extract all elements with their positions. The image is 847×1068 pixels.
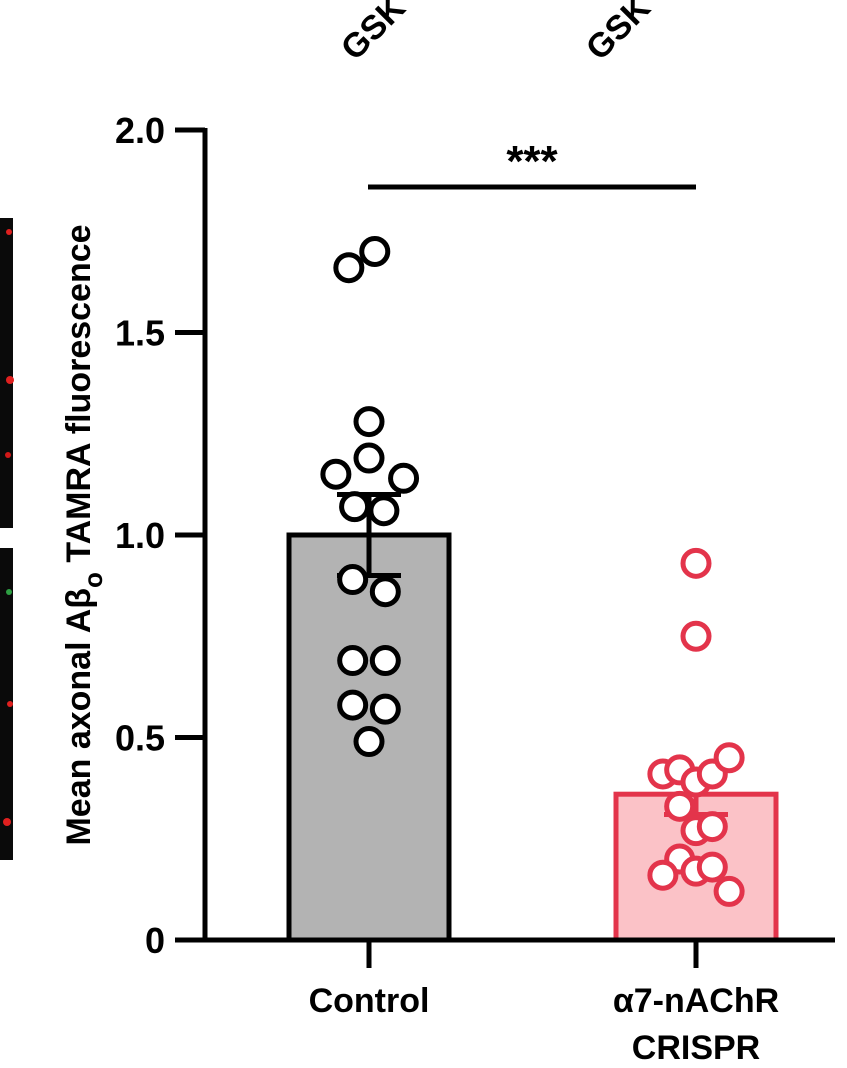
data-point <box>680 620 712 652</box>
data-point <box>337 645 369 677</box>
data-point <box>713 875 745 907</box>
red-speck <box>7 701 13 707</box>
data-point <box>333 252 365 284</box>
y-tick-label: 0 <box>145 920 165 961</box>
microscopy-panel-top <box>0 218 13 528</box>
plot-area: 0 0.5 1.0 1.5 2.0 Control α7-nAChR CRISPR *** <box>115 110 835 1067</box>
y-axis-label-subscript: o <box>78 572 108 588</box>
data-point <box>369 645 401 677</box>
data-point <box>713 742 745 774</box>
data-point <box>320 458 352 490</box>
data-point <box>369 576 401 608</box>
top-label-2: GSK <box>579 0 658 68</box>
significance-label: *** <box>506 137 558 186</box>
y-tick-label: 0.5 <box>115 718 165 759</box>
red-speck <box>5 452 11 458</box>
red-speck <box>6 229 12 235</box>
x-tick-label: CRISPR <box>632 1029 760 1067</box>
red-speck <box>3 818 11 826</box>
data-point <box>359 236 391 267</box>
top-label-1: GSK <box>334 0 413 68</box>
data-point <box>664 790 696 822</box>
x-tick-label: α7-nAChR <box>613 982 779 1020</box>
data-point <box>369 693 401 725</box>
data-point <box>353 442 385 474</box>
data-point <box>353 726 385 758</box>
data-point <box>337 689 369 721</box>
data-point <box>339 491 371 523</box>
red-speck <box>6 589 12 595</box>
y-axis-label-rest: TAMRA fluorescence <box>60 224 98 572</box>
microscopy-panel-bottom <box>0 548 13 860</box>
y-tick-label: 1.0 <box>115 515 165 556</box>
data-point <box>368 495 400 527</box>
data-point <box>696 811 728 843</box>
red-speck <box>6 376 14 384</box>
data-point <box>647 859 679 891</box>
data-point <box>337 564 369 596</box>
data-point <box>680 547 712 579</box>
x-tick-label: Control <box>309 982 430 1020</box>
y-tick-label: 1.5 <box>115 313 165 354</box>
microscopy-panel-fragments <box>0 218 14 860</box>
y-axis-label: Mean axonal Aβo TAMRA fluorescence <box>60 224 108 845</box>
y-tick-label: 2.0 <box>115 110 165 151</box>
data-point <box>353 406 385 438</box>
data-point <box>388 462 420 494</box>
data-point <box>696 851 728 883</box>
